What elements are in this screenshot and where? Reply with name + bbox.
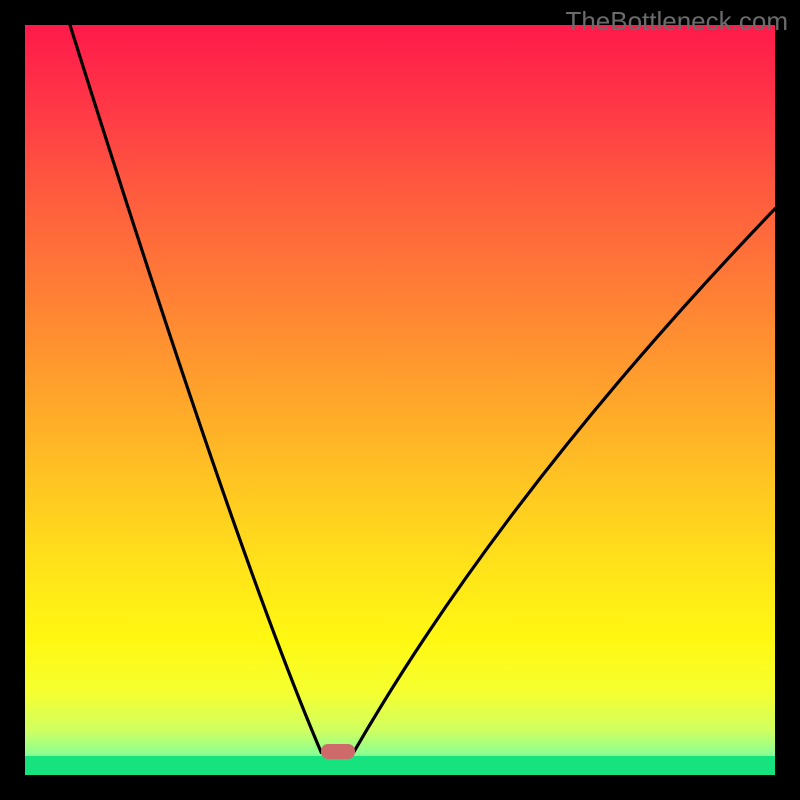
watermark-text: TheBottleneck.com — [565, 6, 788, 37]
bottleneck-marker — [321, 744, 355, 759]
plot-area — [25, 25, 775, 775]
v-curve — [70, 25, 775, 753]
curve-svg — [25, 25, 775, 775]
